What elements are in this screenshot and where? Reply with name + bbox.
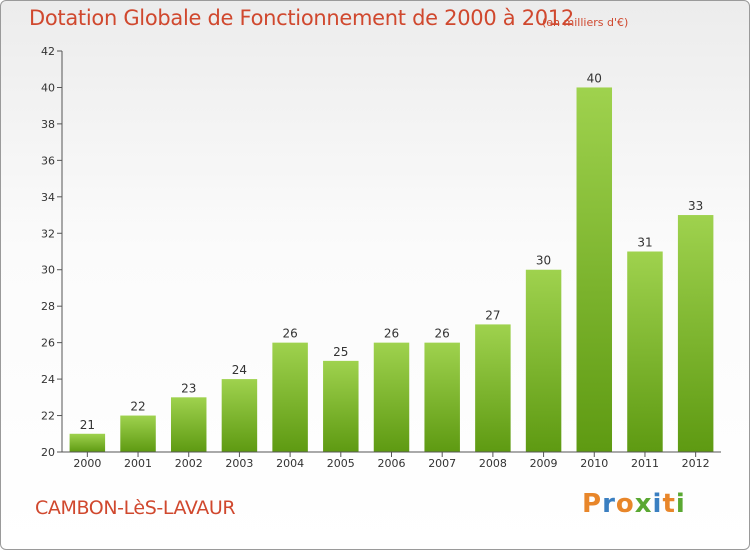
bar-2002[interactable] — [170, 397, 207, 452]
x-tick-label-2007: 2007 — [428, 457, 456, 470]
x-tick-label-2003: 2003 — [225, 457, 253, 470]
bar-2003[interactable] — [221, 379, 258, 452]
proxiti-logo[interactable]: Proxiti — [582, 489, 686, 519]
y-tick-label: 26 — [41, 337, 55, 350]
value-label-2011: 31 — [637, 236, 652, 250]
y-axis: 20 22 24 26 28 30 32 34 36 38 40 42 — [41, 45, 63, 459]
value-label-2007: 26 — [435, 327, 450, 341]
bar-2000[interactable] — [69, 433, 106, 452]
value-label-2005: 25 — [333, 345, 348, 359]
value-label-2010: 40 — [587, 71, 602, 85]
commune-name: CAMBON-LèS-LAVAUR — [35, 497, 236, 519]
bar-2012[interactable] — [677, 215, 714, 452]
x-tick-label-2001: 2001 — [124, 457, 152, 470]
x-tick-label-2005: 2005 — [327, 457, 355, 470]
y-tick-label: 36 — [41, 154, 55, 167]
bar-2008[interactable] — [475, 324, 511, 452]
bar-2001[interactable] — [120, 415, 156, 452]
bar-2005[interactable] — [323, 360, 359, 452]
y-tick-label: 20 — [41, 446, 55, 459]
bar-2011[interactable] — [627, 251, 663, 453]
bar-2006[interactable] — [373, 342, 410, 452]
value-label-2004: 26 — [282, 327, 297, 341]
value-label-2009: 30 — [536, 254, 551, 268]
x-tick-label-2010: 2010 — [580, 457, 608, 470]
x-tick-label-2004: 2004 — [276, 457, 304, 470]
bar-2004[interactable] — [272, 342, 308, 452]
y-tick-label: 24 — [41, 373, 55, 386]
y-tick-label: 30 — [41, 264, 55, 277]
x-tick-label-2002: 2002 — [175, 457, 203, 470]
y-tick-label: 28 — [41, 300, 55, 313]
x-tick-label-2008: 2008 — [479, 457, 507, 470]
value-label-2000: 21 — [80, 418, 95, 432]
x-tick-label-2011: 2011 — [631, 457, 659, 470]
x-axis: 2000 2001 2002 2003 2004 2005 2006 2007 2008 2009… — [62, 451, 721, 470]
value-label-2002: 23 — [181, 381, 196, 395]
value-label-2012: 33 — [688, 199, 703, 213]
chart-title: Dotation Globale de Fonctionnement de 20… — [29, 6, 574, 30]
value-label-2001: 22 — [130, 400, 145, 414]
chart-subtitle: (en milliers d'€) — [542, 16, 629, 29]
y-tick-label: 38 — [41, 118, 55, 131]
value-label-2006: 26 — [384, 327, 399, 341]
bar-2007[interactable] — [424, 342, 460, 452]
logo-letter: x — [634, 489, 653, 519]
y-tick-label: 32 — [41, 227, 55, 240]
logo-letter: P — [582, 489, 603, 519]
x-tick-label-2000: 2000 — [73, 457, 101, 470]
x-tick-label-2006: 2006 — [378, 457, 406, 470]
y-tick-label: 22 — [41, 410, 55, 423]
x-tick-label-2009: 2009 — [530, 457, 558, 470]
value-label-2003: 24 — [232, 363, 247, 377]
logo-letter: o — [615, 489, 635, 519]
bar-2009[interactable] — [525, 269, 562, 452]
bar-2010[interactable] — [576, 87, 613, 453]
y-tick-label: 40 — [41, 81, 55, 94]
logo-letter: i — [675, 489, 686, 519]
bars: 21 22 23 24 26 25 26 26 27 30 40 31 33 — [69, 71, 714, 453]
y-tick-label: 34 — [41, 191, 55, 204]
logo-letter: i — [652, 489, 663, 519]
y-tick-label: 42 — [41, 45, 55, 58]
x-tick-label-2012: 2012 — [682, 457, 710, 470]
logo-letter: r — [602, 489, 616, 519]
logo-letter: t — [662, 489, 676, 519]
value-label-2008: 27 — [485, 308, 500, 322]
